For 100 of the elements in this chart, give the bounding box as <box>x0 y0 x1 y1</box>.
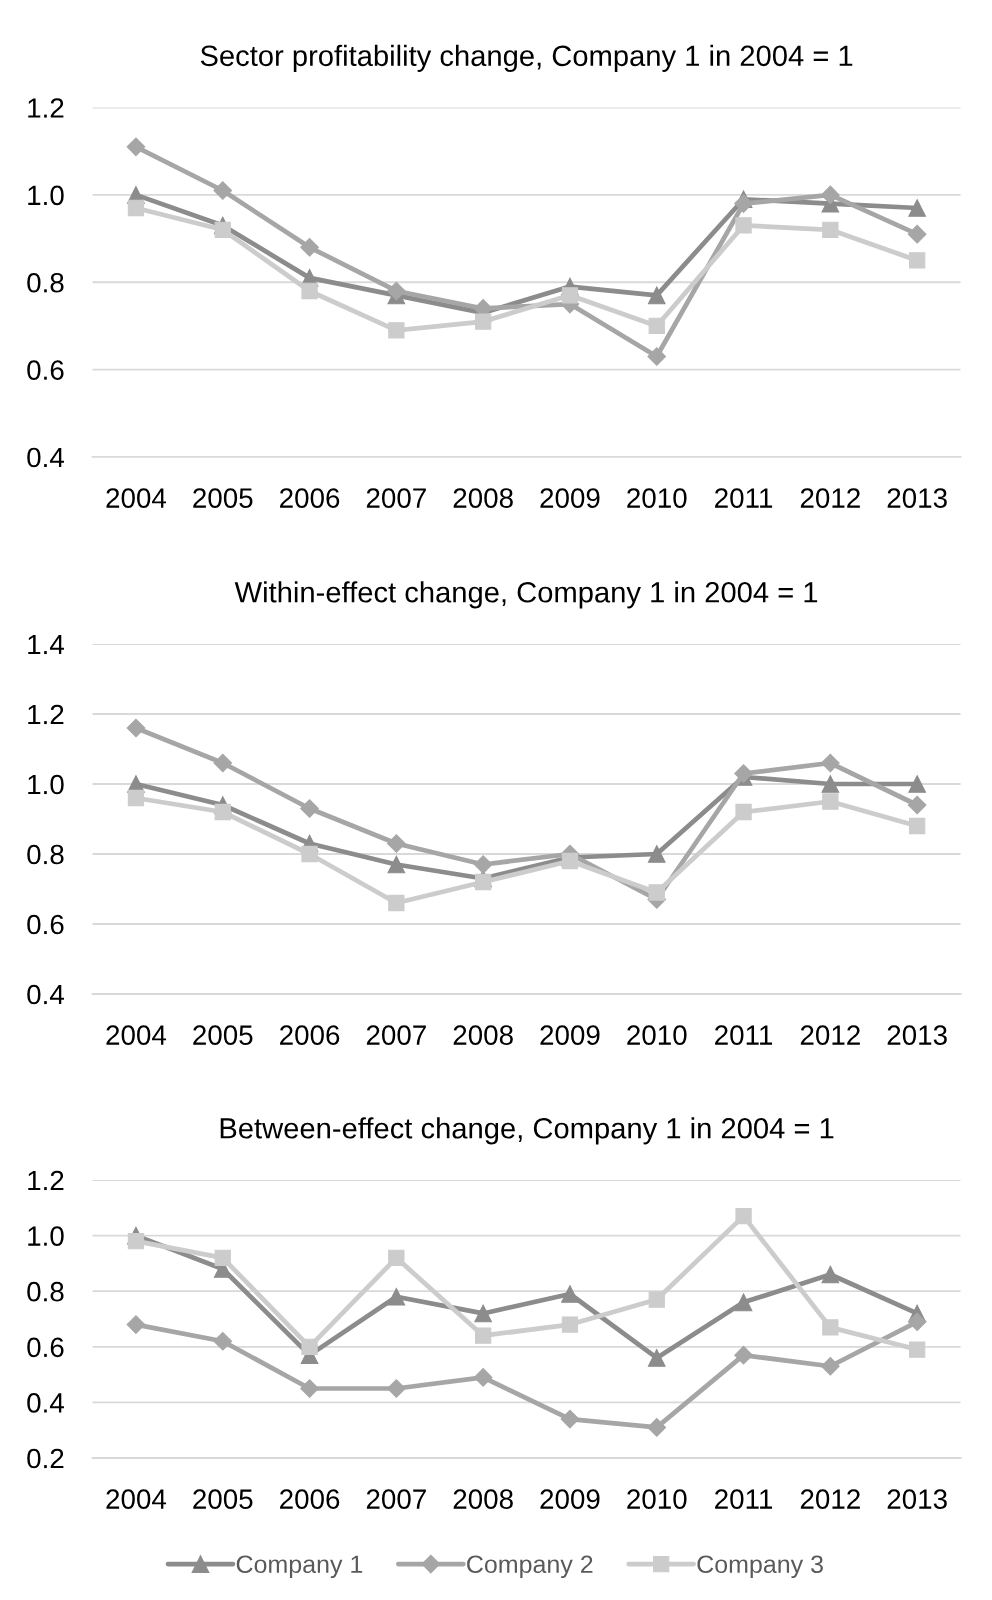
point <box>907 224 927 244</box>
point <box>648 884 665 901</box>
point <box>647 1349 666 1367</box>
y-tick-label: 0.6 <box>27 360 64 380</box>
point <box>734 194 753 213</box>
x-tick-label: 2004 <box>106 1489 167 1509</box>
chart-title: Between-effect change, Company 1 in 2004 = 1 <box>220 1117 834 1145</box>
y-tick-label: 0.4 <box>27 984 64 1005</box>
point <box>821 1356 840 1376</box>
x-tick-label: 2010 <box>627 1489 687 1509</box>
legend-label: Company 1 <box>236 1555 363 1579</box>
y-tick-label: 0.8 <box>27 1281 64 1302</box>
point <box>561 852 579 870</box>
point <box>647 286 666 305</box>
point <box>214 221 231 238</box>
y-tick-label: 0.6 <box>27 1337 64 1358</box>
x-tick-label: 2009 <box>540 1025 600 1045</box>
point <box>301 1338 318 1355</box>
point <box>387 1379 406 1398</box>
point <box>387 834 406 853</box>
y-tick-label: 1.0 <box>28 1226 64 1246</box>
x-tick-label: 2007 <box>366 1489 426 1509</box>
x-tick-label: 2011 <box>715 1489 773 1509</box>
point <box>821 1265 840 1284</box>
point <box>735 1207 752 1225</box>
point <box>561 1316 579 1333</box>
x-tick-label: 2011 <box>715 1025 773 1045</box>
chart-title: Within-effect change, Company 1 in 2004 = 1 <box>234 581 818 609</box>
point <box>560 1409 580 1429</box>
x-tick-label: 2005 <box>193 1025 253 1045</box>
x-tick-label: 2005 <box>193 488 253 508</box>
point <box>822 1319 839 1336</box>
point <box>213 1331 233 1351</box>
x-tick-label: 2008 <box>453 1025 513 1045</box>
x-tick-label: 2004 <box>106 488 167 508</box>
y-tick-label: 1.2 <box>28 1170 64 1191</box>
y-tick-label: 0.2 <box>27 1448 64 1469</box>
point <box>475 1327 492 1344</box>
point <box>388 1249 405 1266</box>
point <box>907 1312 927 1332</box>
x-tick-label: 2009 <box>540 488 600 508</box>
point <box>907 795 927 815</box>
point <box>214 803 231 821</box>
x-tick-label: 2007 <box>366 488 426 508</box>
x-tick-label: 2007 <box>366 1025 426 1045</box>
y-tick-label: 1.4 <box>28 634 64 655</box>
point <box>214 1249 231 1266</box>
point <box>735 217 752 234</box>
point <box>126 1315 146 1334</box>
x-tick-label: 2009 <box>540 1489 600 1509</box>
point <box>387 1287 406 1306</box>
point <box>300 237 319 257</box>
point <box>821 775 840 793</box>
point <box>213 753 233 773</box>
point <box>126 137 146 157</box>
point <box>387 855 406 874</box>
point <box>821 753 840 773</box>
point <box>300 799 319 818</box>
x-tick-label: 2005 <box>193 1489 253 1509</box>
point <box>647 1418 667 1437</box>
point <box>647 347 667 366</box>
point <box>301 282 318 300</box>
x-tick-label: 2013 <box>887 1025 947 1045</box>
y-tick-label: 0.4 <box>27 1393 64 1413</box>
point <box>909 1341 926 1358</box>
point <box>127 789 145 807</box>
x-tick-label: 2012 <box>800 488 860 508</box>
point <box>301 845 318 863</box>
chart-title: Sector profitability change, Company 1 in 2004 = 1 <box>200 44 853 72</box>
point <box>388 322 405 339</box>
x-tick-label: 2010 <box>627 1025 687 1045</box>
point <box>648 317 665 335</box>
point <box>127 199 145 217</box>
x-tick-label: 2006 <box>280 1025 340 1045</box>
point <box>561 287 579 304</box>
point <box>909 252 926 269</box>
point <box>648 1291 665 1308</box>
x-tick-label: 2004 <box>106 1025 167 1045</box>
point <box>821 185 840 205</box>
point <box>300 1379 319 1398</box>
y-tick-label: 0.4 <box>27 447 64 468</box>
point <box>387 281 406 301</box>
point <box>908 199 927 217</box>
y-tick-label: 1.0 <box>28 774 64 795</box>
x-tick-label: 2008 <box>453 488 513 508</box>
point <box>909 817 926 835</box>
y-tick-label: 0.8 <box>27 844 64 865</box>
x-tick-label: 2010 <box>627 488 687 508</box>
point <box>561 1285 579 1303</box>
x-tick-label: 2013 <box>887 1489 947 1509</box>
point <box>474 1304 493 1323</box>
point <box>475 873 492 891</box>
x-tick-label: 2006 <box>280 1489 340 1509</box>
x-tick-label: 2012 <box>800 1025 860 1045</box>
point <box>475 313 492 330</box>
point <box>388 894 405 912</box>
x-tick-label: 2008 <box>453 1489 513 1509</box>
y-tick-label: 0.8 <box>27 272 64 293</box>
legend-label: Company 2 <box>467 1555 593 1579</box>
y-tick-label: 1.2 <box>28 704 64 725</box>
